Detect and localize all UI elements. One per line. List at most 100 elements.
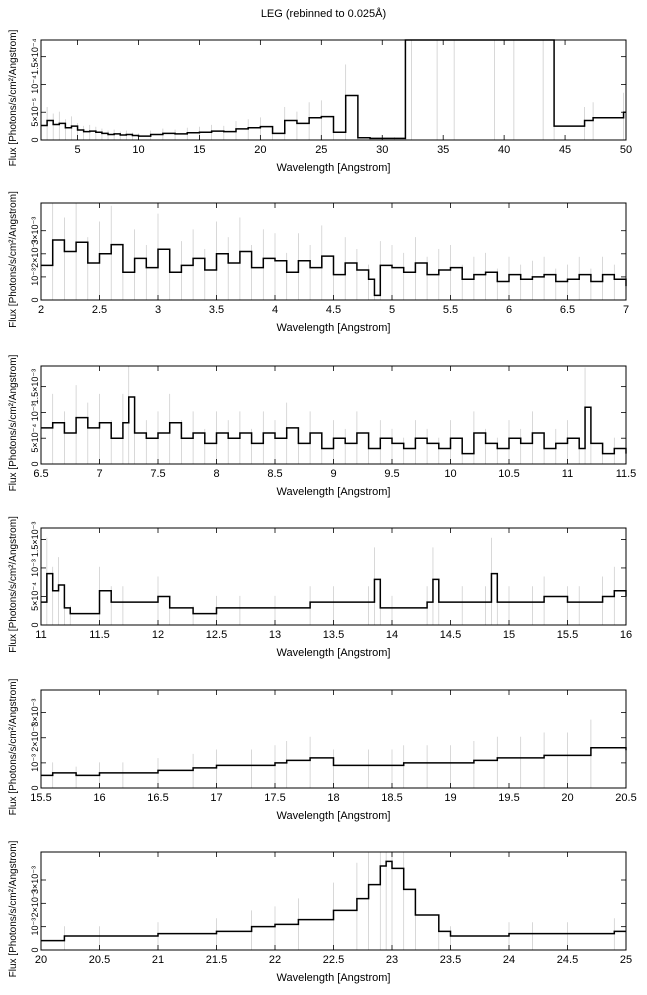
x-tick-label: 35 <box>437 144 449 156</box>
y-axis-label: Flux [Photons/s/cm²/Angstrom] <box>8 516 19 653</box>
y-axis-label: Flux [Photons/s/cm²/Angstrom] <box>8 191 19 328</box>
y-axis-label: Flux [Photons/s/cm²/Angstrom] <box>8 354 19 491</box>
y-tick-label: 3×10⁻³ <box>30 699 40 727</box>
y-tick-label: 0 <box>30 297 40 302</box>
panel-3: 6.5 7 7.5 8 8.5 9 9.5 10 10.5 11 11.5 0 5×10⁻⁴ 10⁻³1.… <box>8 354 636 498</box>
y-tick-label: 10⁻³ <box>30 754 40 772</box>
x-tick-label: 12.5 <box>206 629 227 641</box>
x-tick-label: 25 <box>620 954 632 966</box>
x-tick-label: 14 <box>386 629 398 641</box>
x-tick-label: 24.5 <box>557 954 578 966</box>
x-tick-label: 5 <box>75 144 81 156</box>
x-axis-label: Wavelength [Angstrom] <box>277 486 391 498</box>
x-tick-label: 11 <box>35 629 46 641</box>
x-tick-label: 8.5 <box>267 468 282 480</box>
x-tick-label: 15 <box>503 629 515 641</box>
y-tick-label: 1.5×10⁻³ <box>30 369 40 405</box>
x-tick-label: 21.5 <box>206 954 227 966</box>
y-tick-label: 5×10⁻⁴ <box>30 582 40 611</box>
x-tick-label: 6.5 <box>560 304 575 316</box>
x-tick-label: 18.5 <box>381 792 402 804</box>
x-tick-label: 21 <box>152 954 164 966</box>
x-tick-label: 11 <box>562 468 573 480</box>
x-tick-label: 19 <box>444 792 456 804</box>
x-tick-label: 22 <box>269 954 281 966</box>
y-tick-label: 1.5×10⁻⁴ <box>30 38 40 75</box>
panel-1: 5 10 15 20 25 30 35 40 45 50 0 5×10⁻⁵ 10⁻⁴1.5×10⁻⁴ Wa… <box>8 29 632 174</box>
y-tick-label: 10⁻³ <box>30 404 40 422</box>
x-tick-label: 11.5 <box>616 468 637 480</box>
x-tick-label: 10 <box>444 468 456 480</box>
y-tick-label: 2×10⁻³ <box>30 889 40 917</box>
data-series-line <box>41 39 626 140</box>
y-tick-label: 10⁻³ <box>30 268 40 286</box>
x-tick-label: 9.5 <box>384 468 399 480</box>
x-tick-label: 10 <box>132 144 144 156</box>
x-tick-label: 15.5 <box>30 792 51 804</box>
y-tick-label: 3×10⁻³ <box>30 217 40 245</box>
x-tick-label: 5.5 <box>443 304 458 316</box>
x-tick-label: 6 <box>506 304 512 316</box>
x-tick-label: 6.5 <box>33 468 48 480</box>
x-tick-label: 10.5 <box>498 468 519 480</box>
y-tick-label: 5×10⁻⁵ <box>30 98 40 127</box>
x-tick-label: 9 <box>330 468 336 480</box>
data-series-line <box>41 860 626 942</box>
x-tick-label: 25 <box>315 144 327 156</box>
x-axis-label: Wavelength [Angstrom] <box>277 162 391 174</box>
x-tick-label: 4.5 <box>326 304 341 316</box>
data-series-line <box>41 396 627 455</box>
x-tick-label: 45 <box>559 144 571 156</box>
x-tick-label: 20 <box>561 792 573 804</box>
y-tick-label: 10⁻³ <box>30 918 40 936</box>
x-tick-label: 16 <box>93 792 105 804</box>
y-axis-label: Flux [Photons/s/cm²/Angstrom] <box>8 29 19 166</box>
y-tick-label: 0 <box>30 947 40 952</box>
x-axis-label: Wavelength [Angstrom] <box>277 810 391 822</box>
x-tick-label: 15 <box>193 144 205 156</box>
y-tick-label: 0 <box>30 461 40 466</box>
x-tick-label: 24 <box>503 954 515 966</box>
x-tick-label: 40 <box>498 144 510 156</box>
y-tick-label: 3×10⁻³ <box>30 866 40 894</box>
figure-title: LEG (rebinned to 0.025Å) <box>260 8 387 20</box>
x-tick-label: 20 <box>254 144 266 156</box>
x-tick-label: 19.5 <box>498 792 519 804</box>
x-tick-label: 23 <box>386 954 398 966</box>
y-tick-label: 5×10⁻⁴ <box>30 424 40 453</box>
y-axis-label: Flux [Photons/s/cm²/Angstrom] <box>8 678 19 815</box>
y-tick-label: 0 <box>30 622 40 627</box>
x-tick-label: 16.5 <box>147 792 168 804</box>
panel-2: 2 2.5 3 3.5 4 4.5 5 5.5 6 6.5 7 0 10⁻³2×10⁻³3×10⁻³ Wa… <box>8 191 629 334</box>
x-tick-label: 7 <box>96 468 102 480</box>
x-tick-label: 7.5 <box>150 468 165 480</box>
y-tick-label: 2×10⁻³ <box>30 240 40 268</box>
data-series-line <box>41 239 627 297</box>
x-tick-label: 15.5 <box>557 629 578 641</box>
x-tick-label: 18 <box>327 792 339 804</box>
y-tick-label: 0 <box>30 785 40 790</box>
x-tick-label: 5 <box>389 304 395 316</box>
x-tick-label: 30 <box>376 144 388 156</box>
x-tick-label: 20.5 <box>89 954 110 966</box>
x-tick-label: 20.5 <box>615 792 636 804</box>
x-tick-label: 12 <box>152 629 164 641</box>
x-axis-label: Wavelength [Angstrom] <box>277 647 391 659</box>
panel-5: 15.5 16 16.5 17 17.5 18 18.5 19 19.5 20 20.5 0 10⁻³ 2… <box>8 678 637 822</box>
x-tick-label: 22.5 <box>323 954 344 966</box>
x-tick-label: 3.5 <box>209 304 224 316</box>
x-tick-label: 2 <box>38 304 44 316</box>
x-tick-label: 14.5 <box>440 629 461 641</box>
x-tick-label: 23.5 <box>440 954 461 966</box>
x-tick-label: 7 <box>623 304 629 316</box>
x-axis-label: Wavelength [Angstrom] <box>277 972 391 984</box>
x-tick-label: 50 <box>620 144 632 156</box>
x-tick-label: 16 <box>620 629 632 641</box>
y-tick-label: 1.5×10⁻³ <box>30 522 40 558</box>
x-axis-label: Wavelength [Angstrom] <box>277 322 391 334</box>
panel-4: 11 11.5 12 12.5 13 13.5 14 14.5 15 15.5 16 0 5×10⁻⁴ 1… <box>8 516 632 659</box>
x-tick-label: 20 <box>35 954 47 966</box>
y-axis-label: Flux [Photons/s/cm²/Angstrom] <box>8 840 19 977</box>
x-tick-label: 4 <box>272 304 278 316</box>
